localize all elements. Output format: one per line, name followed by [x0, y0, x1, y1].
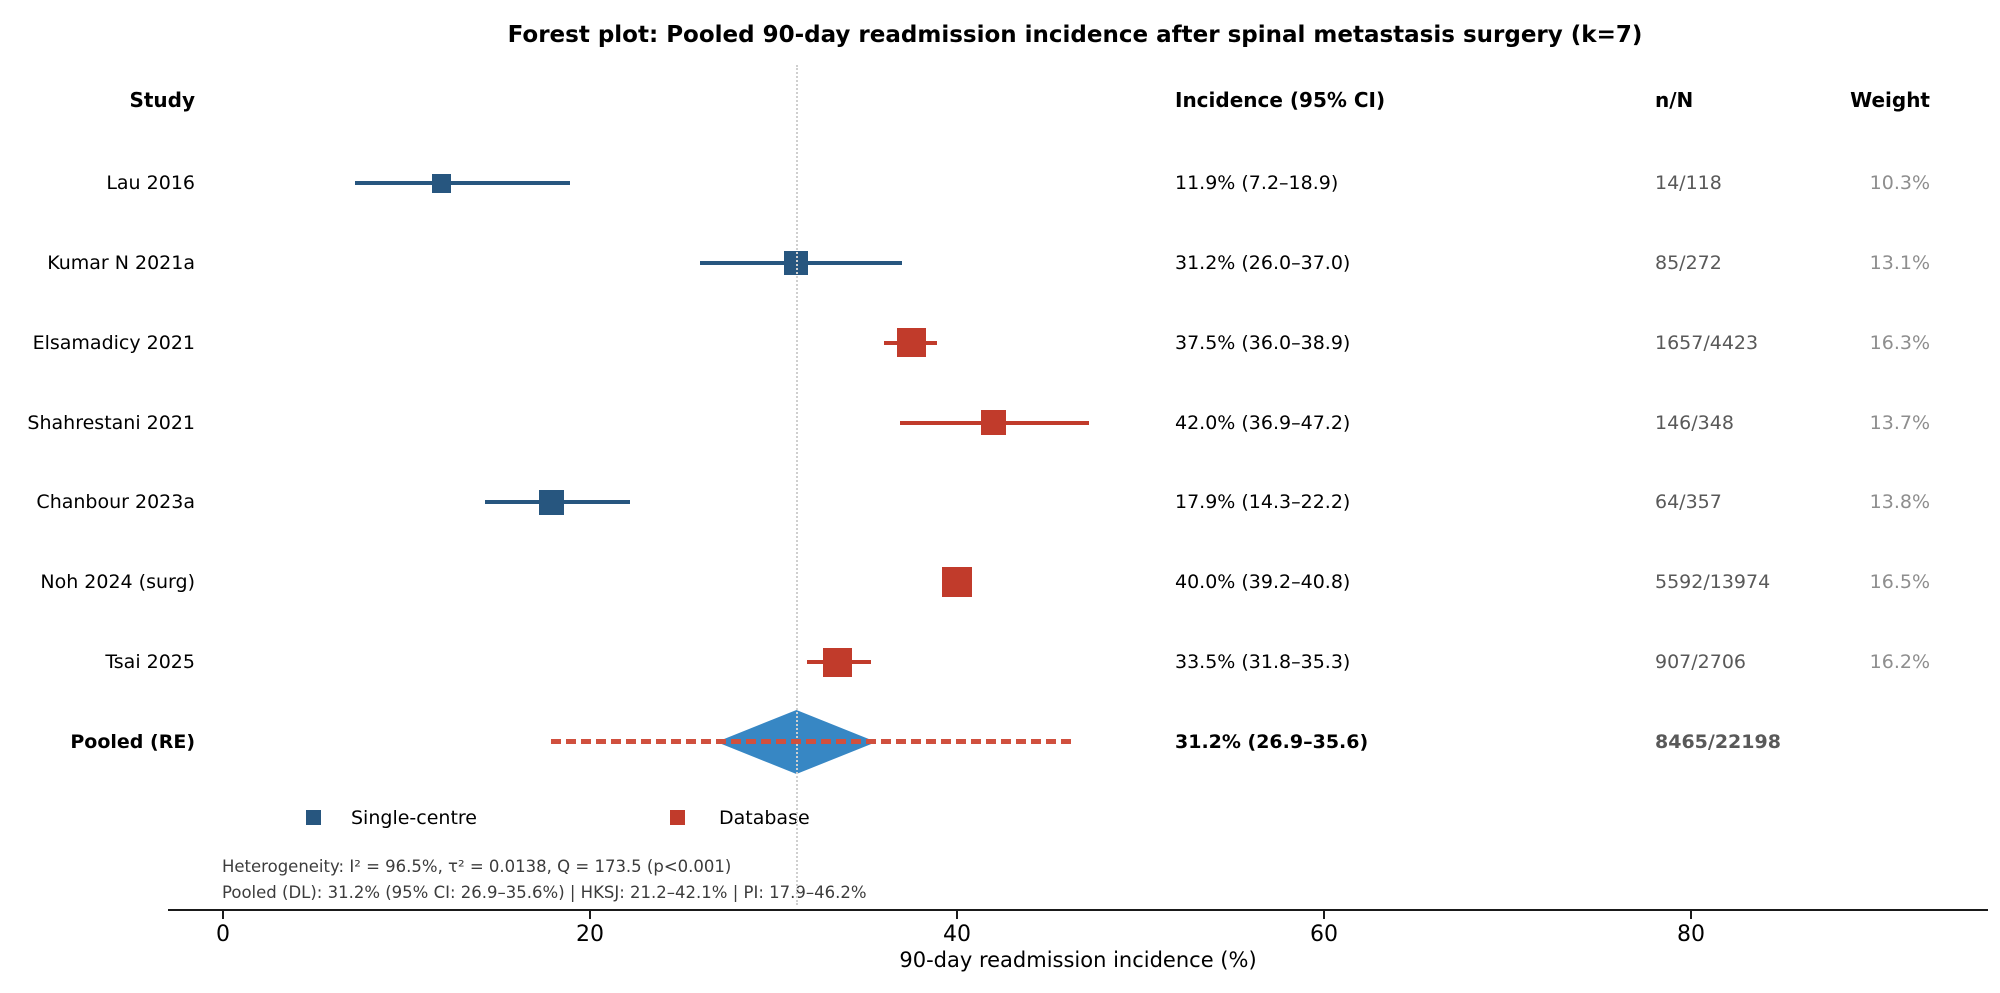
- pooled-nn-value: 8465/22198: [1655, 731, 1781, 753]
- x-tick-label: 40: [943, 922, 971, 947]
- incidence-value: 40.0% (39.2–40.8): [1175, 571, 1351, 594]
- nn-value: 85/272: [1655, 251, 1722, 274]
- study-label: Chanbour 2023a: [36, 491, 195, 514]
- legend-swatch-single-centre: [306, 810, 321, 825]
- heterogeneity-note: Heterogeneity: I² = 96.5%, τ² = 0.0138, …: [222, 857, 732, 876]
- column-header-incidence: Incidence (95% CI): [1175, 88, 1386, 112]
- study-label: Shahrestani 2021: [27, 411, 195, 434]
- nn-value: 14/118: [1655, 172, 1722, 194]
- study-label: Kumar N 2021a: [47, 251, 195, 274]
- study-label: Noh 2024 (surg): [40, 571, 195, 594]
- weight-value: 10.3%: [1869, 172, 1930, 194]
- x-tick-label: 80: [1677, 922, 1705, 947]
- pooled-reference-line: [795, 65, 798, 905]
- point-marker: [942, 567, 972, 598]
- column-header-study: Study: [129, 88, 195, 112]
- nn-value: 146/348: [1655, 411, 1734, 434]
- nn-value: 1657/4423: [1655, 331, 1759, 354]
- weight-value: 13.1%: [1869, 251, 1930, 274]
- chart-title: Forest plot: Pooled 90-day readmission i…: [507, 22, 1643, 48]
- weight-value: 16.3%: [1869, 331, 1930, 354]
- x-tick-label: 0: [216, 922, 230, 947]
- prediction-interval-line: [551, 739, 1071, 744]
- study-label: Lau 2016: [106, 172, 195, 194]
- weight-value: 13.8%: [1869, 491, 1930, 514]
- nn-value: 64/357: [1655, 491, 1722, 514]
- x-tick-mark: [589, 911, 591, 919]
- pooled-note: Pooled (DL): 31.2% (95% CI: 26.9–35.6%) …: [222, 883, 867, 902]
- legend-label-single-centre: Single-centre: [351, 807, 477, 829]
- point-marker: [538, 489, 564, 515]
- study-label: Elsamadicy 2021: [32, 331, 195, 354]
- legend-swatch-database: [670, 810, 685, 825]
- x-tick-label: 20: [576, 922, 604, 947]
- weight-value: 16.5%: [1869, 571, 1930, 594]
- incidence-value: 33.5% (31.8–35.3): [1175, 651, 1351, 674]
- legend-label-database: Database: [719, 807, 810, 829]
- study-label: Tsai 2025: [105, 651, 195, 674]
- column-header-weight: Weight: [1850, 88, 1930, 112]
- point-marker: [431, 173, 451, 193]
- weight-value: 13.7%: [1869, 411, 1930, 434]
- incidence-value: 31.2% (26.0–37.0): [1175, 251, 1351, 274]
- x-axis-line: [168, 909, 1988, 911]
- x-tick-label: 60: [1310, 922, 1338, 947]
- weight-value: 16.2%: [1869, 651, 1930, 674]
- incidence-value: 37.5% (36.0–38.9): [1175, 331, 1351, 354]
- point-marker: [823, 647, 853, 677]
- x-tick-mark: [1690, 911, 1692, 919]
- x-tick-mark: [222, 911, 224, 919]
- ci-line: [355, 181, 570, 185]
- nn-value: 5592/13974: [1655, 571, 1771, 594]
- point-marker: [896, 328, 926, 358]
- x-tick-mark: [1323, 911, 1325, 919]
- pooled-incidence-value: 31.2% (26.9–35.6): [1175, 731, 1369, 753]
- pooled-label: Pooled (RE): [70, 731, 195, 753]
- x-tick-mark: [956, 911, 958, 919]
- nn-value: 907/2706: [1655, 651, 1747, 674]
- column-header-nn: n/N: [1655, 88, 1694, 112]
- incidence-value: 17.9% (14.3–22.2): [1175, 491, 1351, 514]
- incidence-value: 42.0% (36.9–47.2): [1175, 411, 1351, 434]
- x-axis-label: 90-day readmission incidence (%): [899, 948, 1257, 972]
- point-marker: [981, 410, 1007, 436]
- incidence-value: 11.9% (7.2–18.9): [1175, 172, 1339, 194]
